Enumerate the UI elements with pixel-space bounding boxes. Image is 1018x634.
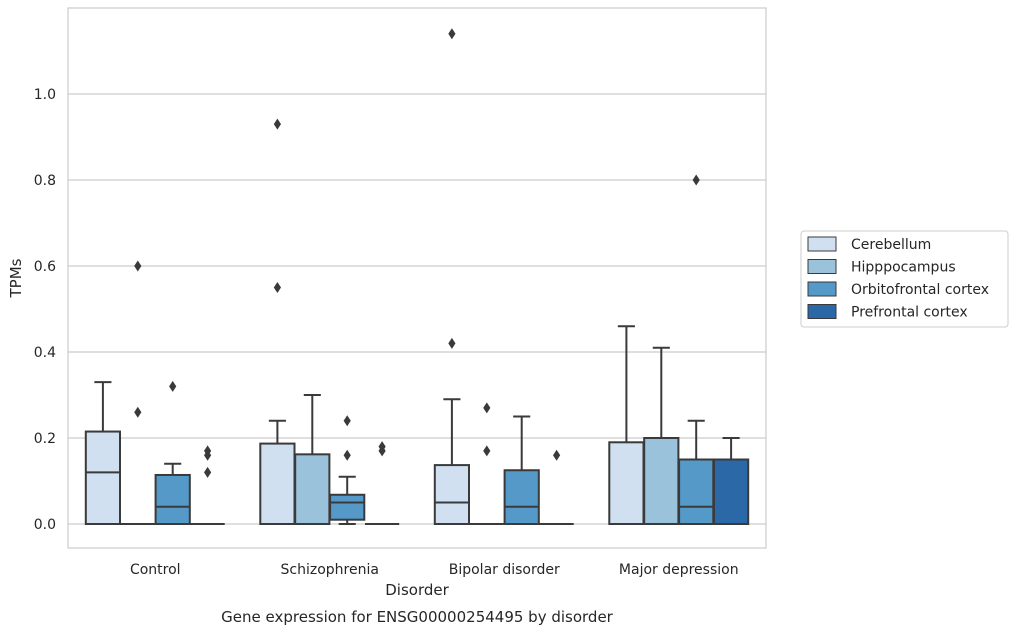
outlier-point — [273, 118, 281, 130]
outlier-point — [169, 380, 177, 392]
outlier-point — [483, 402, 491, 414]
box-body — [712, 458, 750, 525]
box-body — [643, 437, 680, 525]
box-body — [154, 473, 191, 526]
box-2-3 — [678, 419, 715, 525]
box-body — [678, 458, 715, 525]
outlier-point — [343, 415, 351, 427]
outlier-point — [483, 445, 491, 457]
y-axis-label: TPMs — [7, 258, 25, 298]
outlier-point — [378, 441, 386, 453]
outlier-point — [204, 466, 212, 478]
legend-label: Prefrontal cortex — [851, 305, 968, 321]
y-tick-label: 0.8 — [34, 173, 56, 189]
outlier-point — [448, 337, 456, 349]
legend-swatch — [807, 236, 837, 252]
legend: Cerebellum Hipppocampus Orbitofrontal cort… — [800, 230, 1009, 328]
box-body — [329, 493, 366, 521]
box-0-0 — [84, 381, 122, 525]
box-0-1 — [259, 419, 296, 525]
x-tick-label: Bipolar disorder — [449, 562, 560, 578]
box-2-1 — [329, 475, 366, 525]
box-0-2 — [433, 398, 471, 525]
outlier-point — [204, 445, 212, 457]
y-tick-label: 0.6 — [34, 259, 56, 275]
y-tick-label: 0.2 — [34, 431, 56, 447]
box-body — [503, 469, 540, 525]
outlier-point — [553, 449, 561, 461]
box-0-3 — [608, 325, 645, 525]
x-tick-labels: Control Schizophrenia Bipolar disorder Majo… — [130, 562, 739, 578]
legend-swatch — [807, 259, 837, 274]
legend-label: Cerebellum — [851, 237, 931, 253]
chart-caption: Gene expression for ENSG00000254495 by d… — [221, 608, 614, 626]
plot-frame — [67, 7, 767, 549]
box-2-2 — [503, 415, 540, 525]
outlier-point — [273, 282, 281, 293]
box-body — [84, 430, 122, 525]
y-tick-labels: 0.0 0.2 0.4 0.6 0.8 1.0 — [34, 87, 56, 533]
legend-frame — [800, 230, 1009, 328]
x-tick-label: Control — [130, 562, 181, 578]
legend-swatch — [807, 281, 837, 297]
box-body — [433, 464, 471, 525]
outlier-point — [692, 174, 700, 186]
box-1-1 — [294, 394, 331, 525]
box-body — [608, 441, 645, 525]
box-2-0 — [154, 462, 191, 526]
outliers — [134, 28, 700, 478]
x-tick-label: Schizophrenia — [281, 562, 379, 578]
outlier-point — [134, 406, 142, 418]
box-3-3 — [712, 437, 750, 525]
outlier-point — [448, 28, 456, 40]
box-body — [294, 453, 331, 525]
x-axis-label: Disorder — [385, 581, 449, 599]
outlier-point — [343, 449, 351, 461]
y-tick-label: 0.0 — [34, 517, 56, 533]
box-body — [259, 442, 296, 525]
legend-swatch — [807, 304, 837, 319]
y-tick-label: 1.0 — [34, 87, 56, 103]
legend-label: Hipppocampus — [851, 260, 956, 276]
x-tick-label: Major depression — [619, 562, 739, 578]
y-tick-label: 0.4 — [34, 345, 56, 361]
outlier-point — [134, 260, 142, 272]
box-1-3 — [643, 346, 680, 525]
boxes — [84, 325, 750, 526]
legend-label: Orbitofrontal cortex — [851, 282, 989, 298]
